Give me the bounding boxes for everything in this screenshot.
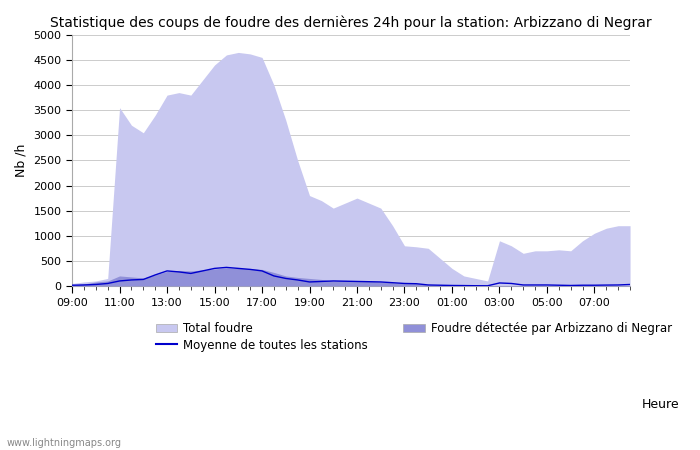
Y-axis label: Nb /h: Nb /h bbox=[15, 144, 28, 177]
Legend: Total foudre, Moyenne de toutes les stations, Foudre détectée par Arbizzano di N: Total foudre, Moyenne de toutes les stat… bbox=[156, 322, 672, 351]
Text: www.lightningmaps.org: www.lightningmaps.org bbox=[7, 438, 122, 448]
Title: Statistique des coups de foudre des dernières 24h pour la station: Arbizzano di : Statistique des coups de foudre des dern… bbox=[50, 15, 652, 30]
Text: Heure: Heure bbox=[641, 398, 679, 411]
